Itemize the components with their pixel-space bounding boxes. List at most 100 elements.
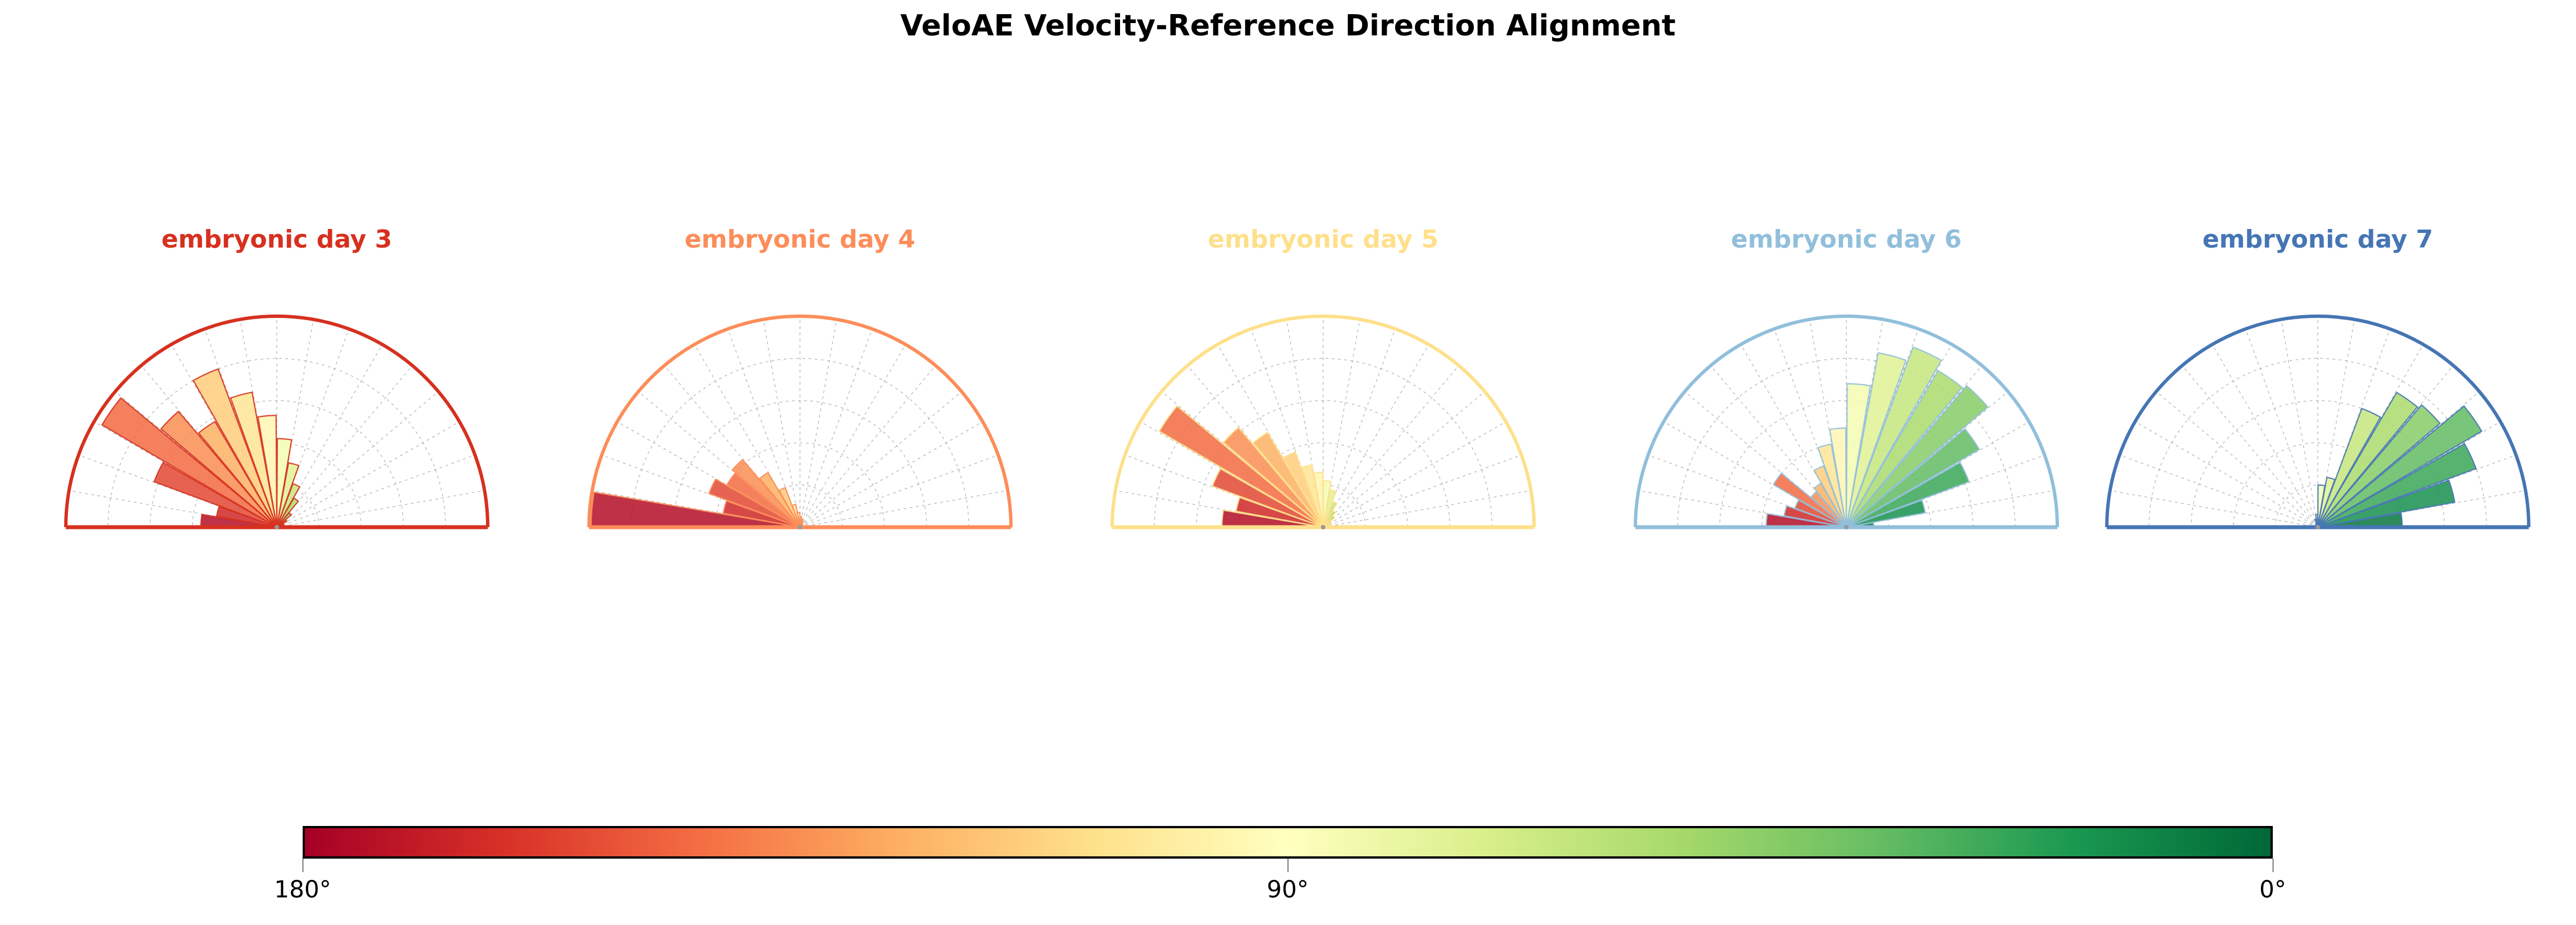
angular-gridline xyxy=(1140,421,1324,528)
angular-gridline xyxy=(1638,490,1847,528)
rose-bar xyxy=(276,462,300,528)
angular-gridline xyxy=(799,421,983,528)
colorbar-tick-axis: 180° 90° 0° xyxy=(274,859,2286,915)
angular-gridline xyxy=(799,455,999,528)
rose-bar xyxy=(197,420,277,528)
angular-gridline xyxy=(204,329,277,528)
rose-chart-day-6 xyxy=(1582,301,2111,543)
angular-gridline xyxy=(1323,421,1507,528)
rose-bar xyxy=(1813,482,1847,528)
angular-gridline xyxy=(617,421,801,528)
angular-gridline xyxy=(664,365,801,528)
polar-panel-3: embryonic day 3 xyxy=(12,225,541,574)
rose-chart-day-5 xyxy=(1059,301,1588,543)
polar-origin-dot xyxy=(1844,525,1849,529)
rose-bar xyxy=(1252,432,1324,528)
rose-bar xyxy=(1158,405,1324,528)
angular-gridline xyxy=(240,319,277,528)
colorbar-tick-label: 0° xyxy=(2259,875,2286,903)
angular-gridline xyxy=(2156,391,2318,528)
angular-gridline xyxy=(1217,344,1324,528)
angular-gridline xyxy=(1161,391,1324,528)
rose-bar xyxy=(1846,370,1963,528)
panel-title-day-5: embryonic day 5 xyxy=(1207,225,1439,254)
polar-origin-dot xyxy=(2316,525,2320,529)
rose-bar xyxy=(726,472,801,528)
angular-gridline xyxy=(276,365,413,528)
angular-gridline xyxy=(1846,344,1953,528)
colorbar xyxy=(303,826,2273,859)
angular-gridline xyxy=(601,455,801,528)
rose-bar xyxy=(2317,392,2418,528)
angular-gridline xyxy=(2134,421,2318,528)
panel-title-day-7: embryonic day 7 xyxy=(2202,225,2434,254)
rose-bar xyxy=(731,459,801,528)
angular-gridline xyxy=(1251,329,1324,528)
angular-gridline xyxy=(141,365,277,528)
angular-gridline xyxy=(115,391,277,528)
angular-gridline xyxy=(2317,319,2355,528)
rose-bar xyxy=(230,391,278,528)
rose-bar xyxy=(1846,428,1980,528)
rose-svg xyxy=(1634,315,2059,529)
rose-bar xyxy=(1283,451,1324,528)
angular-gridline xyxy=(592,490,801,528)
angular-gridline xyxy=(1323,329,1396,528)
angular-gridline xyxy=(763,319,801,528)
angular-gridline xyxy=(1323,344,1429,528)
angular-gridline xyxy=(799,344,906,528)
colorbar-tick-label: 180° xyxy=(274,875,331,903)
angular-gridline xyxy=(2182,365,2318,528)
rose-bar xyxy=(1222,426,1324,528)
rose-bar xyxy=(1794,499,1847,528)
rose-bar xyxy=(2317,405,2483,528)
panel-row: embryonic day 3 embryonic day 4 embryonic … xyxy=(0,225,2576,574)
angular-gridline xyxy=(694,344,801,528)
polar-outer-spine xyxy=(2105,315,2530,528)
rose-bar xyxy=(722,500,801,528)
rose-bar xyxy=(1846,384,1989,528)
angular-gridline xyxy=(799,490,1008,528)
rose-bar xyxy=(160,410,277,528)
rose-bar xyxy=(1813,465,1847,528)
angular-gridline xyxy=(1846,319,1883,528)
angular-gridline xyxy=(2317,365,2454,528)
polar-origin-dot xyxy=(798,525,802,529)
angular-gridline xyxy=(2317,490,2526,528)
polar-panel-4: embryonic day 4 xyxy=(536,225,1064,574)
angular-gridline xyxy=(170,344,277,528)
polar-panel-6: embryonic day 6 xyxy=(1582,225,2111,574)
polar-origin-dot xyxy=(1321,525,1325,529)
angular-gridline xyxy=(1846,365,1982,528)
colorbar-gradient xyxy=(303,826,2273,859)
rose-bar xyxy=(192,368,278,528)
angular-gridline xyxy=(1710,365,1847,528)
rose-bar xyxy=(215,506,277,528)
angular-gridline xyxy=(1323,319,1360,528)
angular-gridline xyxy=(1115,490,1324,528)
angular-gridline xyxy=(276,391,439,528)
angular-gridline xyxy=(2317,329,2390,528)
radial-gridline xyxy=(1677,358,2016,528)
rose-bar xyxy=(1773,472,1847,528)
angular-gridline xyxy=(799,391,962,528)
colorbar-tick-label: 90° xyxy=(1266,875,1309,903)
angular-gridline xyxy=(276,421,460,528)
rose-bar xyxy=(101,397,277,528)
rose-bar xyxy=(708,478,801,528)
angular-gridline xyxy=(2317,455,2516,528)
angular-gridline xyxy=(727,329,801,528)
angular-gridline xyxy=(2245,329,2318,528)
radial-gridline xyxy=(631,358,969,528)
angular-gridline xyxy=(638,391,801,528)
panel-title-day-3: embryonic day 3 xyxy=(161,225,393,254)
angular-gridline xyxy=(2317,391,2480,528)
rose-chart-day-7 xyxy=(2053,301,2576,543)
angular-gridline xyxy=(78,455,277,528)
rose-svg xyxy=(64,315,489,529)
angular-gridline xyxy=(1809,319,1847,528)
angular-gridline xyxy=(1846,391,2008,528)
rose-bar xyxy=(1783,505,1847,528)
angular-gridline xyxy=(799,319,837,528)
